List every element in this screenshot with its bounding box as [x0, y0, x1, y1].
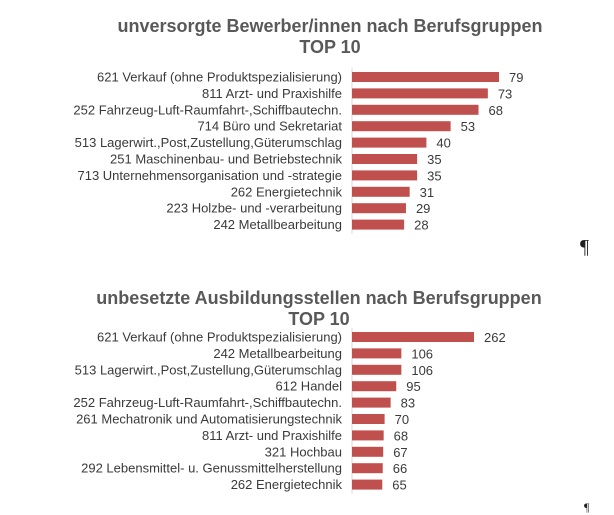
chart-1-title-main: unversorgte Bewerber/innen nach Berufsgr… — [117, 16, 543, 36]
chart-2-title-sub: TOP 10 — [288, 309, 350, 329]
value-label: 53 — [461, 119, 475, 134]
value-label: 83 — [401, 396, 415, 411]
category-label: 612 Handel — [276, 379, 343, 394]
category-label: 262 Energietechnik — [231, 184, 343, 199]
value-label: 68 — [489, 103, 503, 118]
value-label: 106 — [411, 363, 433, 378]
bar — [352, 397, 391, 408]
category-label: 621 Verkauf (ohne Produktspezialisierung… — [97, 70, 342, 85]
category-label: 242 Metallbearbeitung — [213, 217, 342, 232]
bar — [352, 203, 406, 214]
bar — [352, 446, 384, 457]
category-label: 811 Arzt- und Praxishilfe — [202, 428, 342, 443]
bar — [352, 332, 474, 342]
category-label: 252 Fahrzeug-Luft-Raumfahrt-,Schiffbaute… — [73, 395, 342, 410]
bar — [352, 348, 402, 359]
bar — [352, 121, 451, 132]
category-label: 251 Maschinenbau- und Betriebstechnik — [110, 152, 342, 167]
value-label: 106 — [411, 346, 433, 361]
category-label: 252 Fahrzeug-Luft-Raumfahrt-,Schiffbaute… — [73, 102, 342, 117]
category-label: 242 Metallbearbeitung — [213, 346, 342, 361]
bar — [352, 72, 499, 82]
category-label: 513 Lagerwirt.,Post,Zustellung,Güterumsc… — [75, 135, 342, 150]
bar — [352, 414, 385, 424]
value-label: 65 — [392, 478, 406, 493]
bar — [352, 430, 384, 441]
bar — [352, 104, 479, 115]
value-label: 29 — [416, 201, 430, 216]
pilcrow-mark-small: ¶ — [584, 500, 590, 514]
category-label: 261 Mechatronik und Automatisierungstech… — [76, 412, 342, 427]
category-label: 321 Hochbau — [265, 444, 342, 459]
bar — [352, 88, 488, 99]
chart-1-title-sub: TOP 10 — [299, 37, 361, 57]
value-label: 67 — [393, 445, 407, 460]
category-label: 292 Lebensmittel- u. Genussmittelherstel… — [81, 461, 342, 476]
bar — [352, 463, 383, 474]
value-label: 28 — [414, 218, 428, 233]
chart-2-title: unbesetzte Ausbildungsstellen nach Beruf… — [85, 288, 553, 330]
value-label: 35 — [427, 168, 441, 183]
category-label: 223 Holzbe- und -verarbeitung — [166, 201, 342, 216]
value-label: 66 — [393, 461, 407, 476]
bar — [352, 154, 418, 164]
value-label: 40 — [436, 136, 450, 151]
category-label: 714 Büro und Sekretariat — [197, 119, 342, 134]
value-label: 95 — [406, 379, 420, 394]
chart-1-title: unversorgte Bewerber/innen nach Berufsgr… — [92, 16, 568, 58]
value-label: 31 — [420, 185, 434, 200]
category-label: 513 Lagerwirt.,Post,Zustellung,Güterumsc… — [75, 362, 342, 377]
bar — [352, 186, 410, 197]
category-label: 811 Arzt- und Praxishilfe — [202, 86, 342, 101]
value-label: 68 — [394, 428, 408, 443]
bar — [352, 364, 402, 375]
value-label: 262 — [484, 330, 506, 345]
value-label: 70 — [395, 412, 409, 427]
pilcrow-mark: ¶ — [580, 236, 590, 258]
bar — [352, 170, 418, 181]
category-label: 621 Verkauf (ohne Produktspezialisierung… — [97, 330, 342, 345]
value-label: 79 — [509, 70, 523, 85]
chart-2-title-main: unbesetzte Ausbildungsstellen nach Beruf… — [96, 288, 542, 308]
bar — [352, 137, 427, 148]
category-label: 262 Energietechnik — [231, 477, 343, 492]
value-label: 73 — [498, 86, 512, 101]
category-label: 713 Unternehmensorganisation und -strate… — [77, 168, 342, 183]
bar — [352, 381, 397, 392]
bar — [352, 479, 383, 490]
bar — [352, 219, 405, 230]
value-label: 35 — [427, 152, 441, 167]
